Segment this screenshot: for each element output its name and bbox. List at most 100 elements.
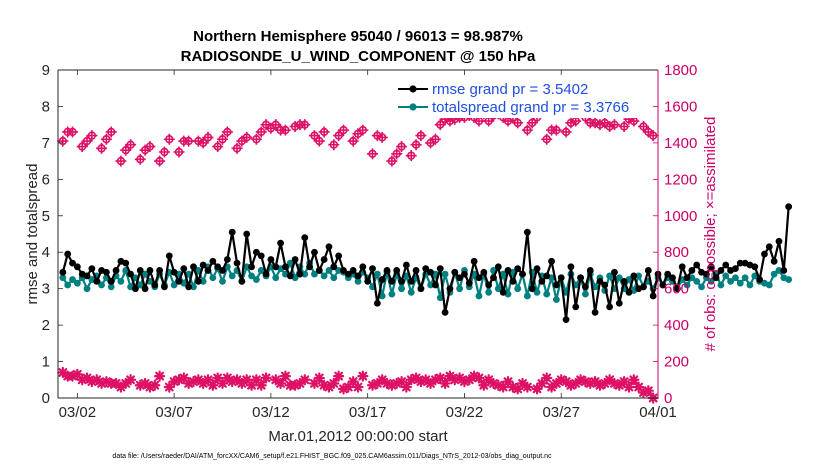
totalspread-point [717,281,725,289]
obs-assimilated-point [541,372,553,384]
rmse-point [93,277,101,285]
rmse-point [146,267,154,274]
obs-assimilated-point [255,379,267,391]
obs-possible-point [367,148,379,160]
obs-assimilated-point [144,381,156,393]
rmse-point [359,263,367,271]
rmse-point [736,259,744,267]
rmse-point [73,263,81,271]
obs-possible-cross [299,119,311,131]
rmse-point [412,267,420,274]
rmse-point [291,256,299,263]
totalspread-point [407,288,415,296]
rmse-point [548,257,555,265]
totalspread-point [199,277,207,285]
obs-possible-point [250,133,262,145]
totalspread-point [325,267,333,274]
obs-possible-cross [565,117,577,129]
obs-assimilated-point [497,381,509,393]
obs-possible-cross [173,146,185,158]
rmse-point [141,285,149,293]
obs-possible-point [197,137,209,149]
legend-marker-totalspread [409,103,417,111]
obs-possible-point [308,130,320,142]
obs-possible-point [81,135,93,147]
rmse-point [190,263,197,271]
totalspread-point [228,272,236,280]
series-obs-possible [57,108,659,167]
obs-assimilated-point [376,374,388,386]
chart-title: Northern Hemisphere 95040 / 96013 = 98.9… [181,28,536,65]
totalspread-point [330,274,338,282]
rmse-point [219,267,226,274]
obs-assimilated-point [279,370,292,382]
totalspread-point [73,279,81,287]
obs-assimilated-point [245,379,258,391]
totalspread-point [83,285,91,293]
y-tick-label-right: 1600 [664,98,697,115]
data-file-footer: data file: /Users/raeder/DAI/ATM_forcXX/… [112,453,552,460]
obs-possible-cross [541,133,553,145]
rmse-point [775,237,783,245]
y-tick-label-right: 1800 [664,62,697,79]
rmse-point [712,274,720,282]
totalspread-point [707,277,715,285]
obs-assimilated-point [439,377,451,390]
obs-possible-point [594,119,606,131]
obs-assimilated-point [366,379,379,391]
plot-area [58,70,658,398]
totalspread-point [499,270,507,278]
obs-possible-point [134,153,146,165]
obs-possible-cross [115,155,127,167]
totalspread-point [69,276,76,283]
obs-assimilated-point [294,377,306,390]
totalspread-point [141,270,149,278]
obs-possible-cross [347,135,359,147]
obs-possible-point [405,150,417,162]
obs-possible-point [173,146,185,158]
rmse-point [432,281,439,289]
obs-possible-cross [163,133,175,145]
x-tick-label: 03/17 [349,404,387,421]
obs-assimilated-point [400,381,412,393]
obs-possible-cross [192,135,204,147]
obs-assimilated-point [95,377,108,390]
obs-possible-point [279,124,291,136]
rmse-point [378,276,386,283]
y-tick-label-right: 1200 [664,171,697,188]
x-tick-label: 03/22 [446,404,484,421]
totalspread-point [582,290,589,298]
rmse-point [88,265,96,273]
totalspread-point [286,259,294,267]
rmse-point [615,299,623,307]
obs-assimilated-point [357,370,369,382]
obs-assimilated-point [560,376,572,388]
rmse-point [204,267,212,274]
totalspread-point [243,263,251,271]
rmse-point [233,259,241,267]
totalspread-point [456,285,464,293]
rmse-point [582,283,589,291]
rmse-point [248,263,255,271]
obs-possible-point [163,133,175,145]
rmse-point [340,267,347,274]
y-tick-label-left: 7 [42,135,50,152]
obs-possible-point [289,120,301,132]
legend-label-rmse: rmse grand pr = 3.5402 [432,81,588,98]
obs-possible-cross [594,119,606,131]
obs-possible-point [67,126,79,138]
y-tick-label-right: 0 [664,390,672,407]
rmse-point [625,288,633,296]
rmse-point [262,270,270,278]
rmse-point [161,283,168,291]
obs-possible-cross [76,141,88,153]
x-tick-label: 03/02 [59,404,97,421]
rmse-point [277,239,284,247]
rmse-point [107,277,115,285]
totalspread-point [765,281,773,289]
rmse-point [780,267,788,274]
rmse-point [112,267,120,274]
obs-possible-cross [231,142,243,154]
rmse-point [344,270,352,278]
